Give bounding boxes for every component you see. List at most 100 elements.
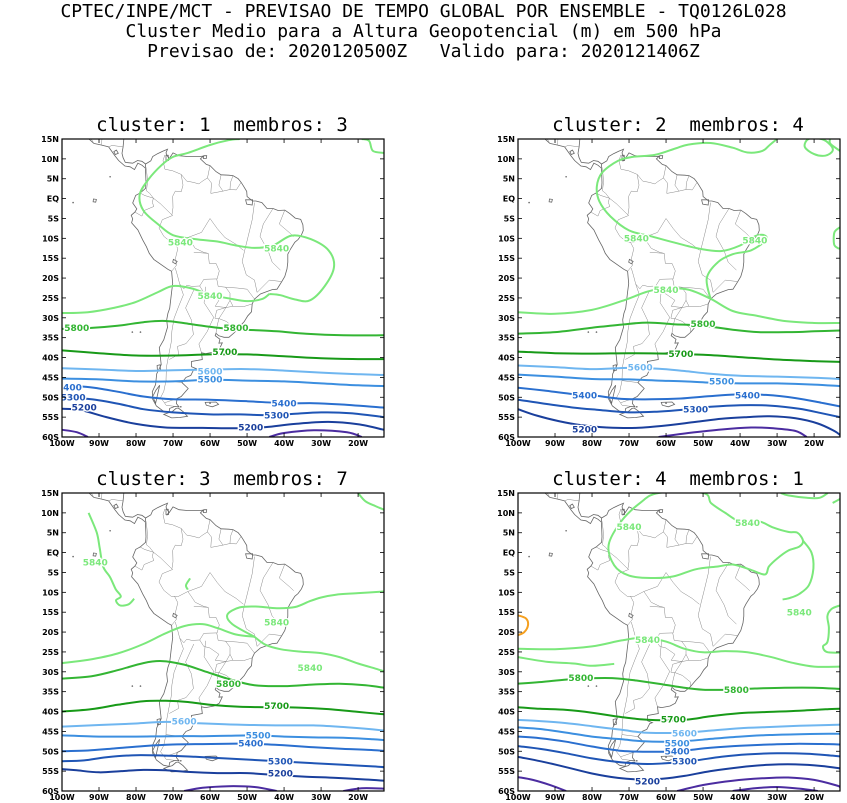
contours [518, 493, 840, 791]
map-panel-cluster-1: 5840 5840 5840 5800 5800 5700 5600 5500 5400 5300… [41, 135, 385, 448]
map-panel-cluster-4: 5840 5840 5840 5840 5800 5800 5700 5600 5500 5400… [497, 489, 841, 802]
contour-line [518, 735, 840, 753]
coastlines [528, 139, 760, 419]
lat-label: 10S [42, 588, 59, 597]
lat-label: EQ [47, 549, 59, 558]
contour-label: 5300 [672, 757, 697, 767]
lon-label: 50W [237, 439, 257, 448]
small-island [587, 331, 590, 333]
country-border [91, 139, 95, 144]
island [548, 552, 553, 557]
country-border [637, 165, 667, 185]
central-america-pacific-coast [88, 139, 146, 171]
country-border [671, 672, 691, 688]
contour-line [518, 408, 840, 436]
country-border [601, 154, 640, 216]
contour-line [518, 718, 840, 735]
lat-label: 55S [42, 767, 59, 776]
small-island [131, 685, 134, 687]
lon-label: 90W [89, 793, 109, 802]
country-border [100, 493, 103, 500]
small-island [109, 175, 111, 178]
lat-label: 45S [42, 373, 59, 382]
island [204, 401, 220, 408]
small-island [528, 555, 530, 558]
island [701, 199, 710, 206]
lon-label: 30W [767, 439, 787, 448]
header-line-2: Cluster Medio para a Altura Geopotencial… [125, 21, 722, 42]
contour-line [607, 493, 805, 580]
lon-label: 20W [804, 793, 824, 802]
contour-label: 5840 [198, 292, 223, 302]
island [658, 509, 664, 513]
panel-2-title: cluster: 2 membros: 4 [552, 114, 804, 136]
lat-label: 10N [497, 509, 515, 518]
lon-label: 20W [348, 439, 368, 448]
contour-label: 5600 [628, 364, 653, 374]
lat-label: 60S [42, 787, 59, 796]
country-border [279, 210, 294, 237]
lat-label: 20S [42, 274, 59, 283]
small-island [72, 201, 74, 204]
political-borders [547, 493, 750, 761]
lat-label: 35S [498, 688, 515, 697]
country-border [158, 569, 179, 626]
central-america-pacific-coast [544, 493, 602, 525]
lat-label: 30S [42, 668, 59, 677]
island [660, 401, 676, 408]
lat-label: 60S [42, 433, 59, 442]
contour-line [518, 636, 840, 668]
island [608, 739, 617, 759]
contour-label: 5300 [683, 405, 708, 415]
lat-label: 25S [42, 294, 59, 303]
lon-label: 50W [693, 793, 713, 802]
contour-line [518, 373, 840, 388]
country-border [169, 289, 195, 360]
lake [569, 149, 575, 156]
south-america-coast [130, 148, 304, 413]
lat-label: EQ [503, 549, 515, 558]
contour-label: 5400 [572, 391, 597, 401]
contours [62, 493, 384, 791]
country-border [663, 177, 698, 194]
country-border [674, 528, 680, 546]
country-border [556, 493, 559, 500]
country-border [654, 286, 670, 353]
contour-label: 5600 [198, 368, 223, 378]
contour-label: 5400 [272, 399, 297, 409]
coastlines [528, 493, 760, 773]
lat-label: 55S [498, 767, 515, 776]
contour-line [518, 755, 840, 781]
country-border [229, 175, 234, 190]
country-border [259, 562, 281, 625]
country-border [160, 283, 184, 407]
lat-label: EQ [47, 195, 59, 204]
island [92, 552, 97, 557]
contour-line [832, 226, 840, 250]
lon-label: 100W [505, 439, 531, 448]
contour-label: 5200 [72, 403, 97, 413]
contour-line [269, 429, 363, 437]
small-island [180, 760, 182, 762]
contour-line [62, 742, 384, 753]
contour-line [138, 139, 336, 303]
country-border [616, 637, 640, 761]
header-line-1: CPTEC/INPE/MCT - PREVISAO DE TEMPO GLOBA… [60, 1, 787, 22]
country-border [145, 508, 184, 570]
country-border [259, 208, 281, 271]
contour-label: 5700 [212, 348, 237, 358]
lat-label: 20S [498, 628, 515, 637]
lat-label: 10N [497, 155, 515, 164]
lat-label: 40S [498, 708, 515, 717]
lon-label: 20W [804, 439, 824, 448]
country-border [670, 307, 683, 319]
lon-label: 50W [693, 439, 713, 448]
lat-label: 10S [42, 234, 59, 243]
country-border [145, 154, 184, 216]
small-island [595, 685, 598, 687]
contour-label: 5800 [216, 680, 241, 690]
contour-label: 5400 [735, 391, 760, 401]
contour-line [62, 397, 384, 419]
contour-line [803, 139, 834, 157]
country-border [256, 279, 282, 293]
